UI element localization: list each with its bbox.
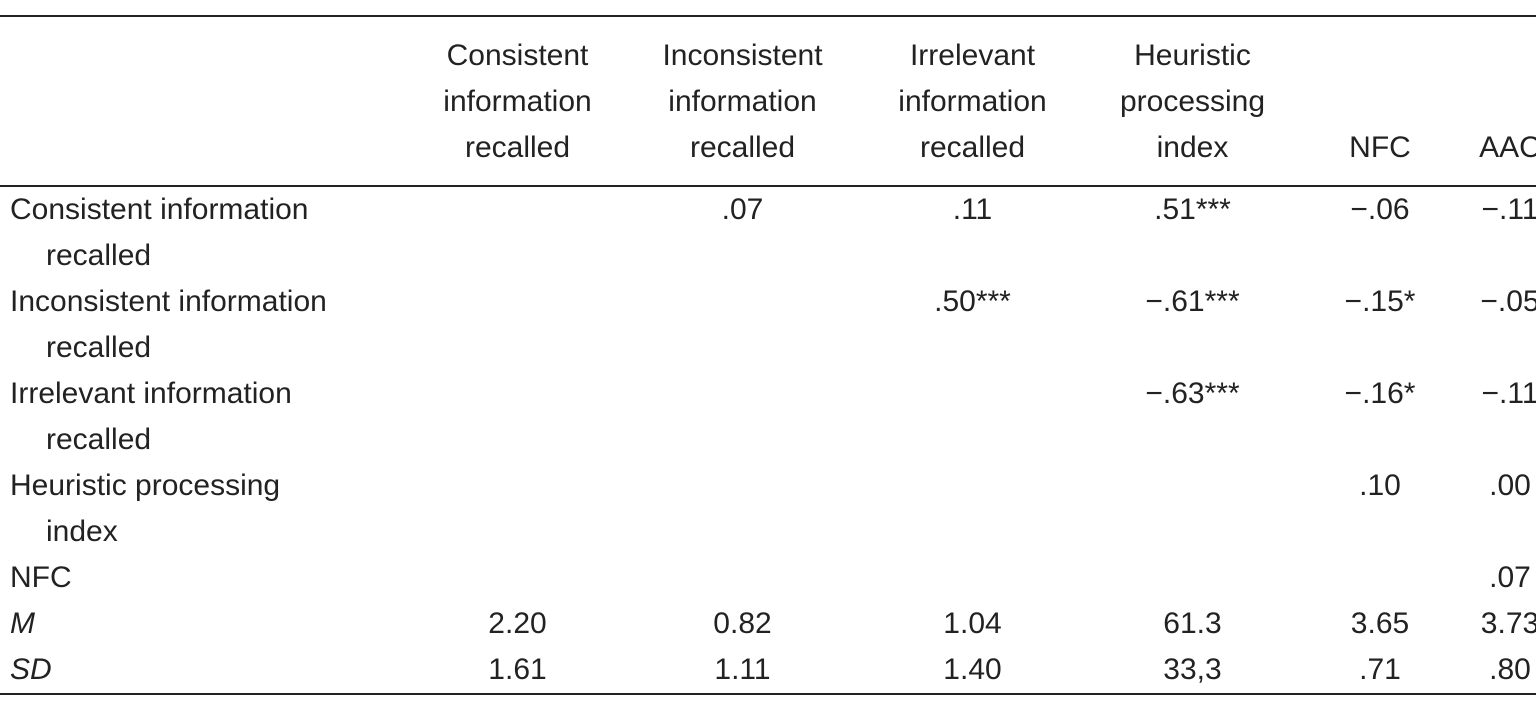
value-cell: 33,3 <box>1163 653 1222 686</box>
value-cell: −.16* <box>1344 377 1416 410</box>
column-header: Consistent information recalled <box>410 33 625 171</box>
label-line: recalled <box>46 331 152 364</box>
table-row: Heuristic processing index .10 .00 <box>0 463 1536 555</box>
header-line: index <box>1156 131 1229 164</box>
value-cell: −.61*** <box>1145 285 1240 318</box>
empty-cell <box>1085 555 1300 601</box>
header-line: recalled <box>919 131 1026 164</box>
column-header: Irrelevant information recalled <box>860 33 1085 171</box>
header-line: Inconsistent <box>662 39 823 72</box>
value-cell: −.15* <box>1344 285 1416 318</box>
empty-cell <box>860 371 1085 463</box>
header-row: Consistent information recalled Inconsisten… <box>0 17 1536 187</box>
value-cell: 1.61 <box>488 653 547 686</box>
empty-cell <box>410 555 625 601</box>
value-cell: 1.40 <box>943 653 1002 686</box>
label-line: Consistent information <box>10 193 309 226</box>
row-label: SD <box>0 647 410 693</box>
label-line: M <box>10 607 35 640</box>
table-row: M 2.20 0.82 1.04 61.3 3.65 3.73 <box>0 601 1536 647</box>
empty-cell <box>410 187 625 279</box>
row-label: Consistent information recalled <box>0 187 410 279</box>
value-cell: −.05 <box>1480 285 1536 318</box>
header-line: information <box>898 85 1047 118</box>
value-cell: 3.73 <box>1480 607 1536 640</box>
label-line: Irrelevant information <box>10 377 292 410</box>
empty-cell <box>410 279 625 371</box>
table-body: Consistent information recalled .07 .11 .51*… <box>0 187 1536 693</box>
empty-cell <box>410 463 625 555</box>
header-line: information <box>443 85 592 118</box>
value-cell: 0.82 <box>713 607 772 640</box>
empty-cell <box>625 555 860 601</box>
empty-cell <box>860 555 1085 601</box>
value-cell: .51*** <box>1154 193 1231 226</box>
table-row: Consistent information recalled .07 .11 .51*… <box>0 187 1536 279</box>
header-line: Irrelevant <box>909 39 1036 72</box>
value-cell: .11 <box>952 193 993 226</box>
value-cell: 61.3 <box>1163 607 1222 640</box>
value-cell: .07 <box>1489 561 1531 594</box>
label-line: index <box>46 515 118 548</box>
value-cell: .07 <box>721 193 764 226</box>
header-line: AAC <box>1479 131 1536 164</box>
value-cell: 3.65 <box>1350 607 1410 640</box>
column-header: NFC <box>1300 125 1460 171</box>
value-cell: −.11 <box>1481 193 1536 226</box>
header-line: Consistent <box>446 39 589 72</box>
value-cell: −.06 <box>1350 193 1410 226</box>
label-line: NFC <box>10 561 72 594</box>
row-label: Irrelevant information recalled <box>0 371 410 463</box>
value-cell: .50*** <box>934 285 1011 318</box>
table-row: Irrelevant information recalled −.63*** −.1… <box>0 371 1536 463</box>
empty-cell <box>1300 555 1460 601</box>
value-cell: .80 <box>1489 653 1531 686</box>
value-cell: .00 <box>1489 469 1531 502</box>
value-cell: −.11 <box>1481 377 1536 410</box>
table-row: Inconsistent information recalled .50*** −.… <box>0 279 1536 371</box>
header-line: recalled <box>689 131 796 164</box>
row-label: NFC <box>0 555 410 601</box>
empty-cell <box>625 463 860 555</box>
header-line: information <box>668 85 817 118</box>
value-cell: .71 <box>1359 653 1401 686</box>
empty-cell <box>625 279 860 371</box>
row-label: M <box>0 601 410 647</box>
label-line: recalled <box>46 423 152 456</box>
row-label: Inconsistent information recalled <box>0 279 410 371</box>
empty-cell <box>410 371 625 463</box>
value-cell: 1.04 <box>943 607 1002 640</box>
empty-cell <box>860 463 1085 555</box>
value-cell: 1.11 <box>714 653 771 686</box>
table-row: NFC .07 <box>0 555 1536 601</box>
label-line: Heuristic processing <box>10 469 281 502</box>
column-header: AAC <box>1460 125 1536 171</box>
table-row: SD 1.61 1.11 1.40 33,3 .71 .80 <box>0 647 1536 693</box>
label-line: recalled <box>46 239 152 272</box>
header-line: NFC <box>1349 131 1411 164</box>
value-cell: −.63*** <box>1145 377 1240 410</box>
column-header: Inconsistent information recalled <box>625 33 860 171</box>
empty-cell <box>625 371 860 463</box>
label-line: Inconsistent information <box>10 285 327 318</box>
column-header: Heuristic processing index <box>1085 33 1300 171</box>
correlation-table: Consistent information recalled Inconsisten… <box>0 15 1536 695</box>
empty-cell <box>1085 463 1300 555</box>
row-label: Heuristic processing index <box>0 463 410 555</box>
value-cell: 2.20 <box>488 607 547 640</box>
value-cell: .10 <box>1359 469 1401 502</box>
header-line: processing <box>1119 85 1266 118</box>
label-line: SD <box>10 653 52 686</box>
header-line: recalled <box>464 131 571 164</box>
header-line: Heuristic <box>1134 39 1251 72</box>
